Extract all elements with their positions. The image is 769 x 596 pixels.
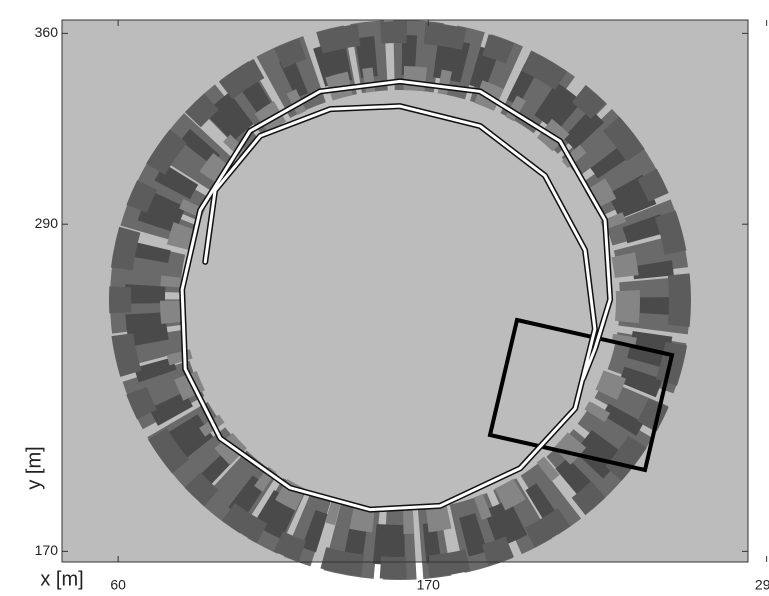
y-tick-label: 170 [35, 542, 59, 558]
y-tick-label: 290 [35, 215, 59, 231]
x-axis-label: x [m] [40, 568, 83, 590]
figure: y [m] x [m] 60 170 290 170 290 360 [0, 0, 769, 596]
x-tick-label: 290 [755, 577, 769, 593]
x-tick-label: 60 [110, 577, 126, 593]
x-tick-label: 170 [417, 577, 441, 593]
y-tick-label: 360 [35, 24, 59, 40]
y-axis-label: y [m] [23, 446, 45, 489]
